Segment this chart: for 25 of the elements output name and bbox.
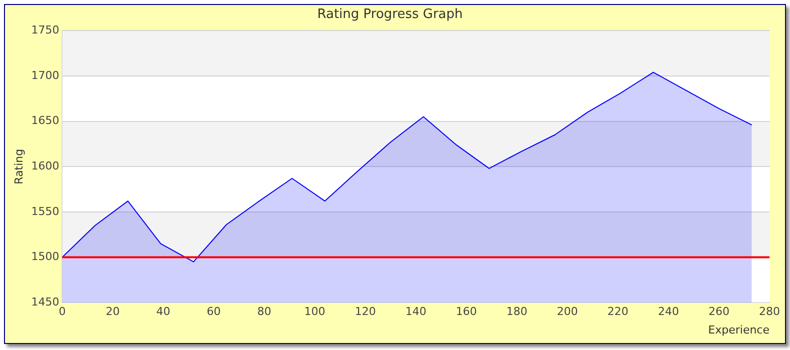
y-tick-label: 1700	[31, 68, 60, 82]
x-tick-label: 140	[405, 305, 426, 318]
y-tick-label: 1450	[31, 295, 60, 308]
y-tick-label: 1650	[31, 114, 60, 128]
x-tick-label: 60	[206, 305, 221, 318]
x-tick-label: 40	[156, 305, 170, 318]
x-tick-label: 180	[506, 305, 528, 318]
y-tick-label: 1750	[31, 23, 60, 36]
x-tick-label: 200	[556, 305, 578, 318]
x-axis-title: Experience	[708, 323, 770, 336]
x-tick-label: 240	[658, 305, 679, 318]
x-tick-label: 20	[106, 305, 120, 318]
x-tick-label: 260	[708, 305, 730, 318]
y-tick-label: 1500	[31, 250, 60, 264]
x-tick-label: 160	[456, 305, 477, 318]
y-tick-label: 1550	[31, 204, 60, 218]
x-tick-label: 80	[257, 305, 272, 318]
x-tick-label: 120	[354, 305, 376, 318]
x-tick-label: 0	[58, 305, 66, 318]
x-tick-label: 280	[759, 305, 780, 318]
x-tick-label: 220	[607, 305, 628, 318]
chart-title: Rating Progress Graph	[317, 7, 463, 22]
y-axis-title: Rating	[12, 148, 26, 184]
x-tick-label: 100	[304, 305, 326, 318]
y-tick-label: 1600	[31, 159, 60, 172]
